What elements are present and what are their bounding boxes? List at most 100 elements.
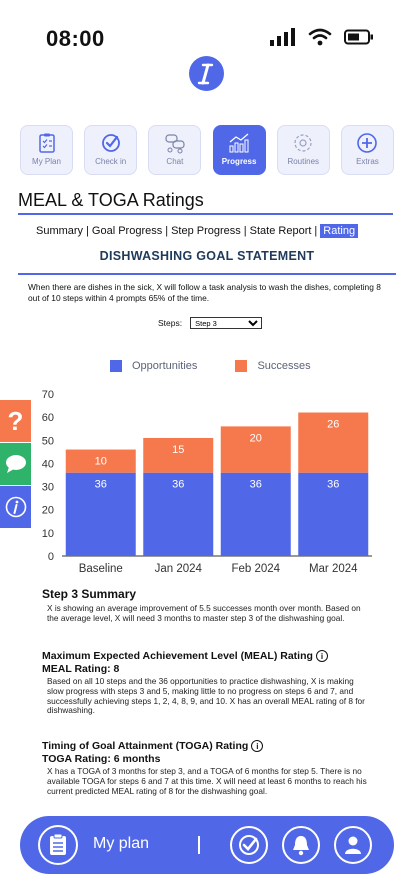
meal-info-icon[interactable]: i [315,650,328,663]
bar-successes [298,412,369,473]
help-button[interactable]: ? [0,400,31,442]
subnav-state-report[interactable]: State Report [249,225,312,237]
bar-value-label: 36 [250,479,262,491]
bar-opportunities [298,472,369,556]
subnav-separator: | [86,225,89,237]
profile-button[interactable] [334,826,372,864]
y-tick-label: 30 [42,482,54,494]
chat-side-button[interactable] [0,443,31,485]
nav-divider [198,836,200,854]
wifi-icon [308,28,332,46]
bar-chart-icon [229,133,249,153]
goal-statement: When there are dishes in the sick, X wil… [28,282,381,303]
checkmark-icon [101,134,120,152]
check-in-button[interactable] [230,826,268,864]
bar-successes [220,426,291,473]
bar-opportunities [65,472,136,556]
info-logo-icon [197,63,213,84]
status-icons [270,28,374,46]
steps-dropdown[interactable]: Step 3 [190,317,263,329]
question-icon: ? [7,405,24,436]
tab-extras[interactable]: Extras [340,125,394,175]
bar-value-label: 15 [172,444,184,456]
bar-opportunities [143,472,214,556]
meal-heading: Maximum Expected Achievement Level (MEAL… [42,650,328,663]
clipboard-icon [38,133,55,153]
tab-progress[interactable]: Progress [212,125,266,175]
tab-my-plan[interactable]: My Plan [20,125,73,175]
y-tick-label: 0 [48,551,54,563]
title-divider [18,213,393,215]
toga-info-icon[interactable]: i [251,740,264,753]
my-plan-button[interactable] [38,825,78,865]
speech-bubble-icon [5,455,26,473]
user-icon [345,836,361,854]
meal-title: Maximum Expected Achievement Level (MEAL… [42,650,313,662]
plus-icon [357,133,378,153]
goal-title: DISHWASHING GOAL STATEMENT [99,249,315,263]
info-side-button[interactable] [0,486,31,528]
bar-value-label: 36 [95,479,107,491]
subnav-separator: | [314,225,318,237]
tab-label: Chat [166,157,184,166]
bar-value-label: 10 [95,456,107,468]
status-bar: 08:00 [0,0,414,60]
meal-body: Based on all 10 steps and the 36 opportu… [47,676,365,716]
meal-rating: MEAL Rating: 8 [42,663,120,675]
subnav-summary[interactable]: Summary [36,225,84,237]
toga-body: X has a TOGA of 3 months for step 3, and… [47,766,367,796]
y-tick-label: 70 [42,389,54,401]
bar-value-label: 36 [172,479,184,491]
notifications-button[interactable] [282,826,320,864]
legend-item-opportunities: Opportunities [110,360,197,372]
app-logo [189,56,224,91]
chart-legend: Opportunities Successes [110,360,311,372]
y-tick-label: 10 [42,528,54,540]
subnav-rating[interactable]: Rating [320,224,359,238]
tab-label: My Plan [32,157,61,166]
tab-chat[interactable]: Chat [148,125,202,175]
x-tick-label: Mar 2024 [309,563,358,575]
y-tick-label: 20 [42,505,54,517]
bar-successes [143,437,214,473]
toga-rating: TOGA Rating: 6 months [42,753,161,765]
status-time: 08:00 [46,26,105,51]
legend-swatch-opportunities [110,360,122,372]
signal-icon [270,28,295,46]
x-tick-label: Jan 2024 [155,563,203,575]
sub-navigation: Summary | Goal Progress | Step Progress … [36,224,359,238]
feature-tabs: My Plan Check in Chat Progress [20,125,394,175]
my-plan-label[interactable]: My plan [93,835,150,852]
subnav-separator: | [243,225,247,237]
routine-icon [294,134,312,152]
tab-routines[interactable]: Routines [276,125,330,175]
tab-label: Check in [95,157,127,166]
bar-value-label: 36 [327,479,339,491]
subnav-step-progress[interactable]: Step Progress [171,225,241,237]
y-tick-label: 40 [42,458,54,470]
tab-label: Progress [221,157,257,166]
bell-icon [293,836,309,856]
battery-icon [344,29,373,45]
summary-body: X is showing an average improvement of 5… [47,603,361,623]
goal-divider [18,273,396,275]
legend-label: Successes [257,360,311,372]
stacked-bar-chart: 0 10 20 30 40 50 60 70 36 10 Baseline 36 15 Jan 2024 3… [42,389,372,575]
y-tick-label: 60 [42,412,54,424]
bar-value-label: 20 [250,432,262,444]
steps-label: Steps: [158,318,183,328]
legend-swatch-successes [235,360,248,372]
clipboard-icon [50,833,66,855]
bottom-navigation: My plan [20,816,394,874]
tab-label: Routines [287,157,320,166]
legend-item-successes: Successes [235,360,311,372]
subnav-goal-progress[interactable]: Goal Progress [91,225,163,237]
x-tick-label: Feb 2024 [231,563,280,575]
tab-check-in[interactable]: Check in [84,125,138,175]
steps-selector: Steps: Step 3 [158,317,263,329]
checkmark-icon [239,835,259,855]
summary-title: Step 3 Summary [42,587,137,601]
page-title: MEAL & TOGA Ratings [18,190,204,210]
subnav-separator: | [165,225,169,237]
bar-successes [65,449,136,473]
